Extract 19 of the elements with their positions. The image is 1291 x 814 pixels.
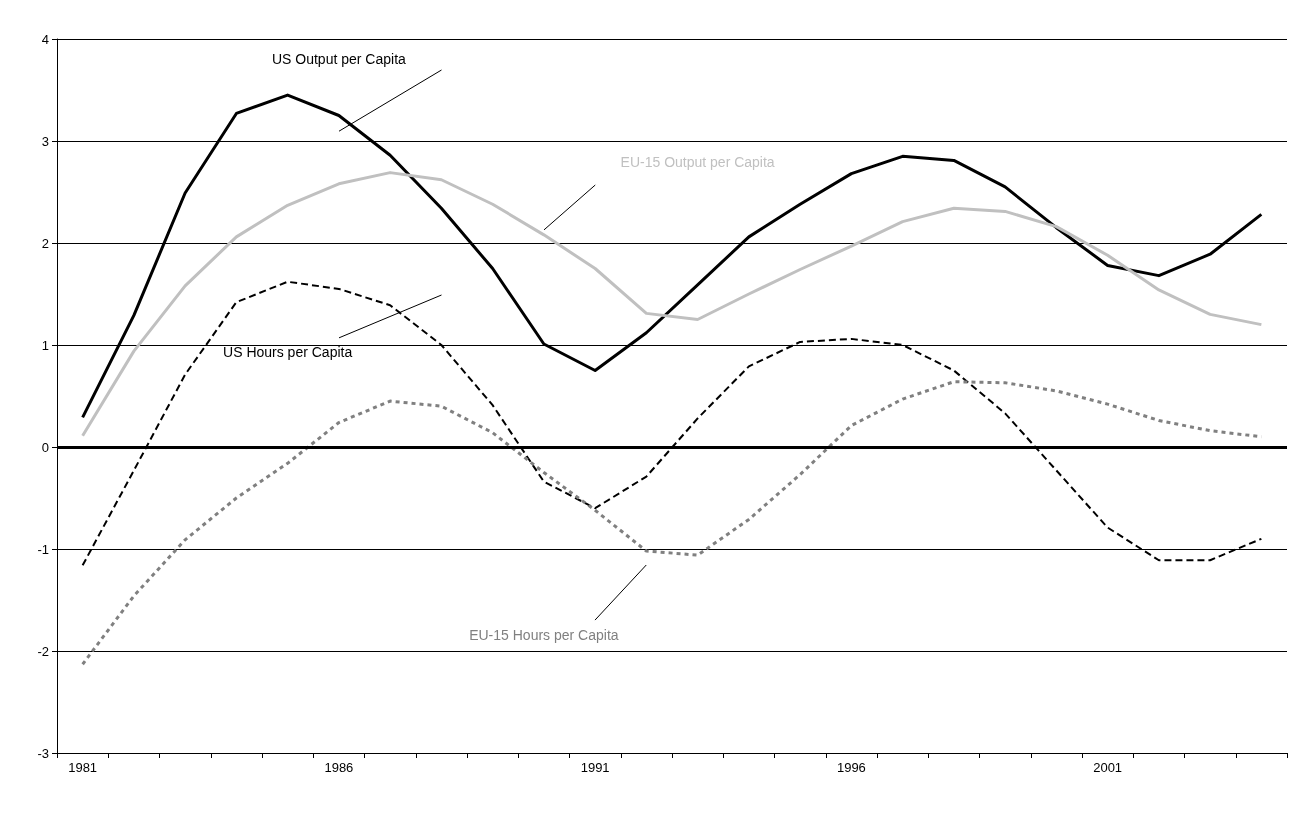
x-tick-label: 1991 (580, 760, 610, 775)
line-series (81, 380, 1263, 666)
x-tick-label: 1986 (324, 760, 354, 775)
y-tick-label: 3 (41, 133, 49, 149)
y-tick-label: 1 (41, 337, 49, 353)
y-tick-label: -2 (37, 643, 49, 659)
y-tick-label: -1 (37, 541, 49, 557)
x-tick-label: 1996 (836, 760, 866, 775)
text: EU-15 Output per Capita (620, 154, 775, 171)
y-tick-label: 2 (41, 235, 49, 251)
line-series (81, 171, 1263, 438)
x-tick-label: 2001 (1093, 760, 1123, 775)
series-label: US Hours per Capita (223, 344, 353, 361)
y-tick-label: 0 (41, 439, 49, 455)
text: EU-15 Hours per Capita (469, 626, 619, 643)
y-tick-label: 4 (41, 31, 49, 47)
x-tick-label: 1981 (68, 760, 98, 775)
text: US Output per Capita (271, 51, 407, 68)
y-tick-label: -3 (37, 745, 49, 761)
